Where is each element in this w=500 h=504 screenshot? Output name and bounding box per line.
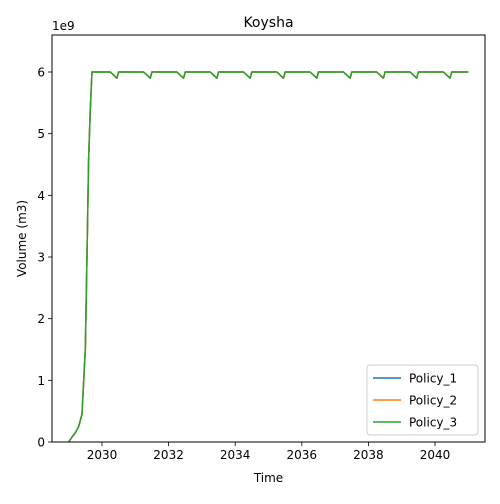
chart-title: Koysha [243, 15, 293, 31]
y-tick-label: 1 [37, 374, 45, 388]
x-tick-label: 2040 [420, 448, 451, 462]
y-tick-label: 6 [37, 66, 45, 80]
y-tick-label: 3 [37, 251, 45, 265]
x-tick-label: 2032 [153, 448, 184, 462]
x-tick-label: 2036 [287, 448, 318, 462]
y-tick-label: 4 [37, 189, 45, 203]
y-tick-label: 0 [37, 436, 45, 450]
series-line-3 [68, 71, 469, 443]
legend-label-2: Policy_2 [409, 394, 457, 408]
legend-label-3: Policy_3 [409, 416, 457, 430]
x-tick-label: 2034 [220, 448, 251, 462]
x-axis: 2030 2032 2034 2036 2038 2040 [87, 442, 451, 462]
y-axis: 0 1 2 3 4 5 6 [37, 66, 52, 450]
plot-frame [51, 34, 486, 443]
x-tick-label: 2038 [353, 448, 384, 462]
y-tick-label: 2 [37, 312, 45, 326]
x-axis-label: Time [253, 471, 283, 485]
x-tick-label: 2030 [87, 448, 118, 462]
y-axis-label: Volume (m3) [15, 200, 29, 277]
legend-label-1: Policy_1 [409, 372, 457, 386]
legend: Policy_1 Policy_2 Policy_3 [366, 364, 479, 436]
y-tick-label: 5 [37, 127, 45, 141]
legend-box [366, 364, 479, 436]
y-scale-label: 1e9 [52, 19, 75, 33]
series-group [68, 71, 469, 443]
